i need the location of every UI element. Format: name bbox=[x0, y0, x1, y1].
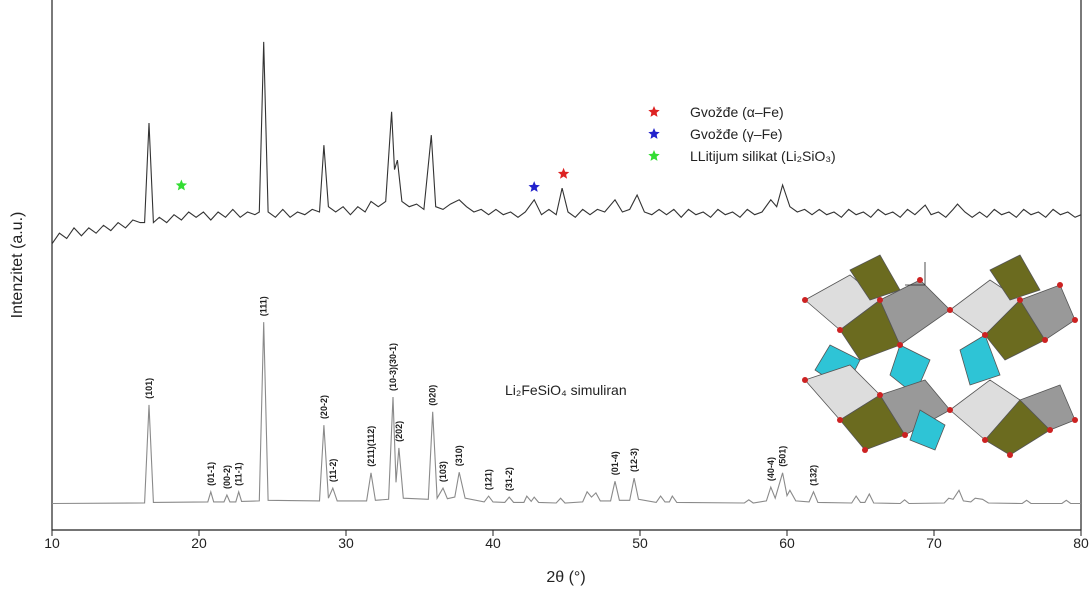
phase-marker bbox=[529, 181, 540, 192]
legend-marker bbox=[648, 150, 659, 161]
axis-frame bbox=[52, 0, 1081, 530]
peak-label: (10-3)(30-1) bbox=[388, 343, 398, 391]
x-tick-label: 10 bbox=[44, 535, 60, 551]
peak-label: (00-2) bbox=[222, 465, 232, 489]
legend-label: LLitijum silikat (Li₂SiO₃) bbox=[690, 148, 836, 164]
x-axis-label: 2θ (°) bbox=[546, 569, 585, 586]
annotation: Li₂FeSiO₄ simuliran bbox=[505, 382, 627, 398]
peak-label: (01-4) bbox=[610, 451, 620, 475]
peak-label: (101) bbox=[144, 378, 154, 399]
peak-label: (501) bbox=[778, 446, 788, 467]
phase-marker bbox=[558, 168, 569, 179]
legend-marker bbox=[648, 128, 659, 139]
x-tick-label: 80 bbox=[1073, 535, 1089, 551]
peak-label: (211)(112) bbox=[366, 426, 376, 467]
x-tick-label: 70 bbox=[926, 535, 942, 551]
x-tick-label: 50 bbox=[632, 535, 648, 551]
peak-label: (202) bbox=[394, 421, 404, 442]
legend-marker bbox=[648, 106, 659, 117]
peak-label: (111) bbox=[259, 296, 269, 316]
legend-label: Gvožđe (γ–Fe) bbox=[690, 126, 783, 142]
peak-label: (020) bbox=[428, 385, 438, 406]
peak-label: (11-2) bbox=[328, 459, 338, 483]
chart: Li₂FeSiO₄ simuliran Intenzitet (a.u.) 2θ… bbox=[0, 0, 1091, 593]
peak-label: (12-3) bbox=[629, 448, 639, 472]
peak-label: (31-2) bbox=[504, 467, 514, 491]
peak-label: (11-1) bbox=[234, 462, 244, 486]
peak-label: (103) bbox=[438, 461, 448, 482]
x-tick-label: 20 bbox=[191, 535, 207, 551]
x-tick-label: 60 bbox=[779, 535, 795, 551]
y-axis-label: Intenzitet (a.u.) bbox=[9, 212, 26, 319]
legend-label: Gvožđe (α–Fe) bbox=[690, 104, 784, 120]
peak-label: (20-2) bbox=[319, 395, 329, 419]
x-tick-label: 40 bbox=[485, 535, 501, 551]
crystal-structure bbox=[802, 255, 1078, 458]
phase-marker bbox=[176, 180, 187, 191]
peak-label: (310) bbox=[454, 445, 464, 466]
xrd-trace bbox=[52, 42, 1081, 244]
peak-label: (121) bbox=[484, 469, 494, 490]
peak-label: (132) bbox=[808, 465, 818, 486]
x-tick-label: 30 bbox=[338, 535, 354, 551]
peak-label: (40-4) bbox=[766, 457, 776, 481]
peak-label: (01-1) bbox=[206, 462, 216, 486]
